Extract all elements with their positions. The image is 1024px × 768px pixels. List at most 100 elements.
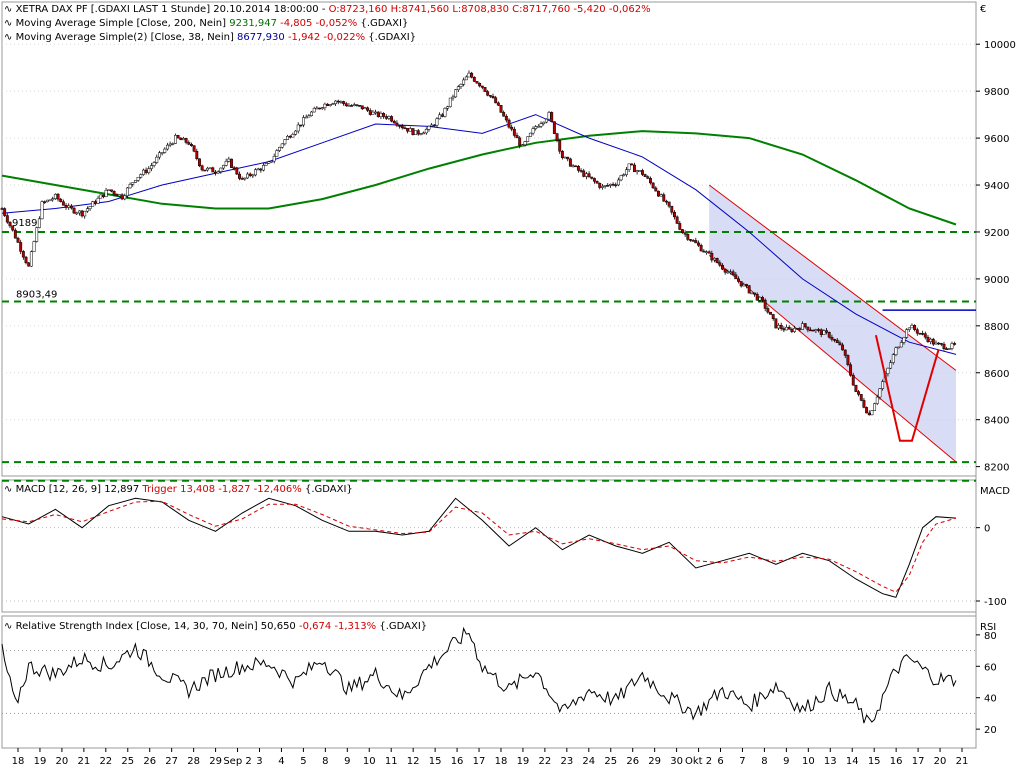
candle-body	[817, 329, 821, 331]
candle-body	[902, 337, 906, 343]
candle-body	[769, 311, 772, 315]
candle-body	[646, 176, 650, 179]
candle-body	[803, 323, 807, 328]
candle-body	[673, 211, 676, 218]
candle-body	[603, 185, 607, 187]
candle-body	[187, 142, 191, 145]
candle-body	[560, 150, 564, 158]
candle-body	[502, 112, 506, 117]
candle-body	[638, 170, 642, 172]
candle-body	[640, 170, 644, 175]
candle-body	[910, 325, 914, 329]
y-tick-label: 9000	[984, 275, 1009, 286]
candle-body	[222, 165, 225, 169]
macd-legend: ∿ MACD [12, 26, 9] 12,897 Trigger 13,408…	[4, 483, 353, 497]
candle-body	[726, 271, 730, 274]
macd-y-tick-label: -100	[984, 597, 1007, 608]
candle-body	[592, 178, 596, 182]
candle-body	[176, 135, 180, 139]
candle-body	[216, 171, 220, 174]
x-tick-label: 12	[407, 756, 420, 767]
candle-body	[440, 114, 444, 117]
candle-body	[61, 201, 65, 206]
candle-body	[539, 123, 543, 127]
candle-body	[219, 167, 223, 172]
x-tick-label: 8	[761, 756, 767, 767]
candle-body	[294, 130, 297, 135]
candle-body	[310, 111, 313, 116]
candle-body	[462, 79, 466, 85]
candle-body	[766, 308, 770, 313]
candle-body	[942, 343, 946, 349]
candle-body	[48, 199, 52, 202]
candle-body	[248, 173, 252, 176]
candle-body	[144, 169, 148, 173]
candle-body	[336, 100, 340, 103]
x-tick-label: 10	[363, 756, 376, 767]
candle-body	[662, 194, 666, 202]
x-tick-label: 9	[344, 756, 350, 767]
x-tick-label: 17	[473, 756, 486, 767]
ma200-label: Moving Average Simple [Close, 200, Nein]	[15, 18, 227, 29]
candle-body	[659, 194, 663, 197]
candle-body	[37, 218, 41, 228]
candle-body	[753, 292, 756, 295]
candle-body	[734, 274, 738, 280]
candle-body	[464, 76, 468, 81]
candle-body	[945, 348, 949, 350]
candle-body	[109, 189, 113, 192]
candle-body	[478, 82, 482, 87]
candle-body	[443, 108, 447, 117]
candle-body	[275, 150, 279, 157]
candle-body	[232, 167, 236, 169]
x-tick-label: 18	[12, 756, 25, 767]
candle-body	[486, 91, 490, 96]
ma38-suffix: {.GDAXI}	[368, 32, 417, 43]
candle-body	[288, 136, 292, 138]
candle-body	[254, 169, 257, 176]
ma200-suffix: {.GDAXI}	[360, 18, 409, 29]
candle-body	[801, 323, 804, 330]
candle-body	[419, 133, 423, 135]
x-tick-label: 20	[934, 756, 947, 767]
candle-body	[307, 115, 311, 118]
candle-body	[648, 178, 652, 184]
candle-body	[363, 107, 367, 110]
candle-body	[579, 170, 583, 172]
candle-body	[566, 156, 570, 160]
candle-body	[128, 184, 132, 189]
rsi-line	[1, 626, 957, 724]
x-tick-label: 30	[670, 756, 683, 767]
ma38-value: 8677,930	[237, 32, 285, 43]
candle-body	[843, 349, 847, 356]
candle-body	[854, 384, 858, 392]
candle-body	[862, 400, 866, 408]
candle-body	[77, 210, 81, 214]
candle-body	[563, 156, 567, 159]
candle-body	[654, 187, 658, 192]
candle-body	[200, 165, 204, 171]
x-tick-label: 18	[495, 756, 508, 767]
candle-body	[921, 333, 925, 335]
y-tick-label: 8400	[984, 416, 1009, 427]
chart-icon: ∿	[4, 4, 13, 15]
candle-body	[238, 173, 241, 179]
candle-body	[528, 132, 532, 137]
candle-body	[11, 225, 15, 231]
candle-body	[846, 355, 850, 365]
candle-body	[632, 164, 636, 173]
candle-body	[400, 125, 404, 129]
candle-body	[64, 205, 68, 208]
candle-body	[531, 128, 535, 134]
candle-body	[358, 105, 362, 107]
candle-body	[555, 133, 559, 141]
candle-body	[731, 271, 735, 276]
candle-body	[160, 152, 164, 154]
ma38-label: Moving Average Simple(2) [Close, 38, Nei…	[15, 32, 234, 43]
candle-body	[510, 126, 514, 130]
candle-body	[552, 121, 556, 134]
candle-body	[718, 262, 722, 266]
candle-body	[235, 167, 239, 175]
candle-body	[320, 107, 324, 109]
x-tick-label: Okt 2	[685, 756, 712, 767]
